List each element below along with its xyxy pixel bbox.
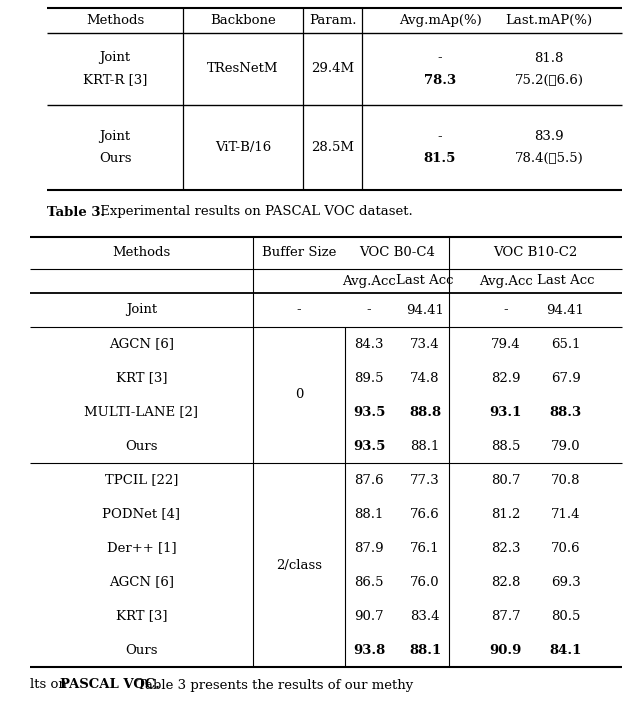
Text: Param.: Param. <box>308 14 356 27</box>
Text: -: - <box>297 304 301 316</box>
Text: 93.5: 93.5 <box>353 440 385 453</box>
Text: Table 3.: Table 3. <box>47 205 105 219</box>
Text: 71.4: 71.4 <box>551 508 580 521</box>
Text: 70.8: 70.8 <box>551 473 580 486</box>
Text: 93.1: 93.1 <box>490 405 522 418</box>
Text: 88.5: 88.5 <box>491 440 520 453</box>
Text: MULTI-LANE [2]: MULTI-LANE [2] <box>84 405 198 418</box>
Text: Avg.Acc: Avg.Acc <box>342 275 396 287</box>
Text: KRT [3]: KRT [3] <box>116 372 167 385</box>
Text: Last.mAP(%): Last.mAP(%) <box>506 14 593 27</box>
Text: Ours: Ours <box>125 440 157 453</box>
Text: 74.8: 74.8 <box>410 372 440 385</box>
Text: 65.1: 65.1 <box>551 337 580 350</box>
Text: 29.4M: 29.4M <box>311 62 354 76</box>
Text: 81.5: 81.5 <box>424 152 456 165</box>
Text: 84.3: 84.3 <box>355 337 384 350</box>
Text: 80.5: 80.5 <box>551 609 580 622</box>
Text: 69.3: 69.3 <box>550 576 580 589</box>
Text: -: - <box>367 304 371 316</box>
Text: 76.6: 76.6 <box>410 508 440 521</box>
Text: Last Acc: Last Acc <box>537 275 595 287</box>
Text: Avg.mAp(%): Avg.mAp(%) <box>399 14 481 27</box>
Text: 88.8: 88.8 <box>409 405 441 418</box>
Text: 28.5M: 28.5M <box>311 141 354 154</box>
Text: 86.5: 86.5 <box>355 576 384 589</box>
Text: 82.9: 82.9 <box>491 372 520 385</box>
Text: ViT-B/16: ViT-B/16 <box>215 141 271 154</box>
Text: Last Acc: Last Acc <box>396 275 454 287</box>
Text: 76.0: 76.0 <box>410 576 440 589</box>
Text: 67.9: 67.9 <box>550 372 580 385</box>
Text: 83.4: 83.4 <box>410 609 440 622</box>
Text: 94.41: 94.41 <box>547 304 584 316</box>
Text: Backbone: Backbone <box>210 14 276 27</box>
Text: 73.4: 73.4 <box>410 337 440 350</box>
Text: 88.1: 88.1 <box>409 644 441 657</box>
Text: 88.1: 88.1 <box>410 440 440 453</box>
Text: 88.3: 88.3 <box>549 405 582 418</box>
Text: PASCAL VOC.: PASCAL VOC. <box>60 679 160 691</box>
Text: Methods: Methods <box>86 14 144 27</box>
Text: lts on: lts on <box>30 679 71 691</box>
Text: AGCN [6]: AGCN [6] <box>109 337 174 350</box>
Text: 87.9: 87.9 <box>354 541 384 554</box>
Text: 93.8: 93.8 <box>353 644 385 657</box>
Text: PODNet [4]: PODNet [4] <box>102 508 180 521</box>
Text: 80.7: 80.7 <box>491 473 520 486</box>
Text: -: - <box>438 51 442 64</box>
Text: 79.4: 79.4 <box>491 337 520 350</box>
Text: Joint: Joint <box>99 51 131 64</box>
Text: KRT [3]: KRT [3] <box>116 609 167 622</box>
Text: Buffer Size: Buffer Size <box>262 247 336 259</box>
Text: 81.2: 81.2 <box>491 508 520 521</box>
Text: 90.7: 90.7 <box>354 609 384 622</box>
Text: -: - <box>438 130 442 143</box>
Text: AGCN [6]: AGCN [6] <box>109 576 174 589</box>
Text: 79.0: 79.0 <box>550 440 580 453</box>
Text: 77.3: 77.3 <box>410 473 440 486</box>
Text: Avg.Acc: Avg.Acc <box>479 275 532 287</box>
Text: Methods: Methods <box>113 247 171 259</box>
Text: 84.1: 84.1 <box>549 644 582 657</box>
Text: Joint: Joint <box>126 304 157 316</box>
Text: 81.8: 81.8 <box>534 51 564 64</box>
Text: 76.1: 76.1 <box>410 541 440 554</box>
Text: 90.9: 90.9 <box>490 644 522 657</box>
Text: 70.6: 70.6 <box>550 541 580 554</box>
Text: 89.5: 89.5 <box>355 372 384 385</box>
Text: 82.3: 82.3 <box>491 541 520 554</box>
Text: VOC B10-C2: VOC B10-C2 <box>493 247 578 259</box>
Text: 78.4(ℓ5.5): 78.4(ℓ5.5) <box>515 152 584 165</box>
Text: 75.2(ℓ6.6): 75.2(ℓ6.6) <box>515 74 584 86</box>
Text: 2/class: 2/class <box>276 559 322 571</box>
Text: Ours: Ours <box>125 644 157 657</box>
Text: 83.9: 83.9 <box>534 130 564 143</box>
Text: 94.41: 94.41 <box>406 304 444 316</box>
Text: 87.7: 87.7 <box>491 609 520 622</box>
Text: 93.5: 93.5 <box>353 405 385 418</box>
Text: 82.8: 82.8 <box>491 576 520 589</box>
Text: 88.1: 88.1 <box>355 508 384 521</box>
Text: Experimental results on PASCAL VOC dataset.: Experimental results on PASCAL VOC datas… <box>96 205 413 219</box>
Text: Table 3 presents the results of our methy: Table 3 presents the results of our meth… <box>133 679 413 691</box>
Text: KRT-R [3]: KRT-R [3] <box>83 74 147 86</box>
Text: -: - <box>503 304 508 316</box>
Text: TPCIL [22]: TPCIL [22] <box>105 473 178 486</box>
Text: 87.6: 87.6 <box>354 473 384 486</box>
Text: VOC B0-C4: VOC B0-C4 <box>359 247 435 259</box>
Text: 78.3: 78.3 <box>424 74 456 86</box>
Text: Der++ [1]: Der++ [1] <box>107 541 176 554</box>
Text: TResNetM: TResNetM <box>207 62 279 76</box>
Text: 0: 0 <box>295 388 303 402</box>
Text: Joint: Joint <box>99 130 131 143</box>
Text: Ours: Ours <box>99 152 131 165</box>
